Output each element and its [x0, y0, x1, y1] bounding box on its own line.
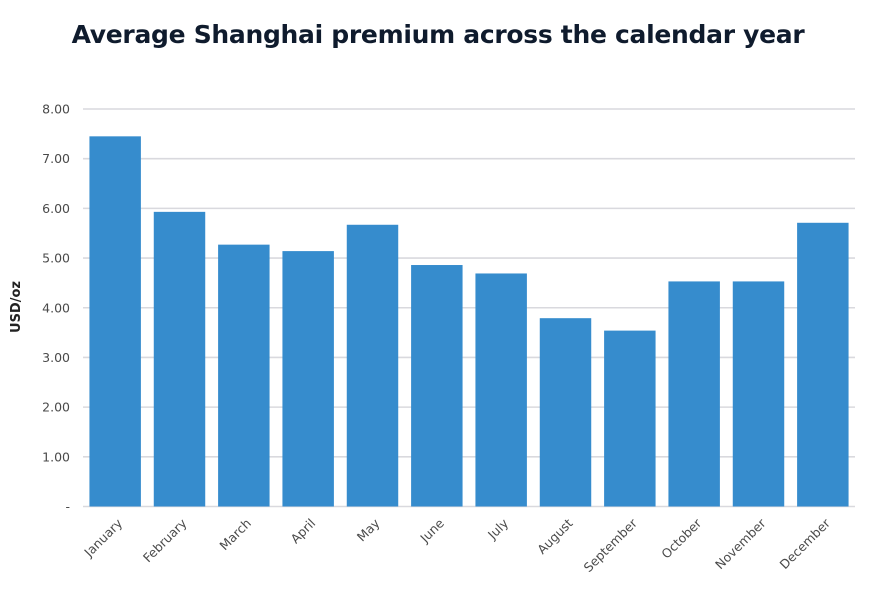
- bar-april: [282, 251, 334, 507]
- x-tick-label: May: [354, 515, 383, 544]
- gridlines: [83, 108, 855, 508]
- y-tick-label: 5.00: [42, 251, 70, 266]
- bar-november: [732, 281, 785, 507]
- bar-july: [475, 273, 527, 507]
- y-tick-label: 8.00: [42, 102, 70, 117]
- y-tick-label: 6.00: [42, 201, 70, 216]
- bar-january: [89, 136, 141, 507]
- x-tick-label: February: [140, 515, 190, 565]
- y-tick-label: -: [65, 499, 70, 514]
- x-tick-label: August: [534, 515, 576, 557]
- y-tick-label: 1.00: [42, 449, 70, 464]
- bar-march: [218, 244, 270, 507]
- y-axis-label: USD/oz: [9, 281, 24, 333]
- bar-december: [797, 222, 849, 507]
- y-tick-label: 2.00: [42, 400, 70, 415]
- bar-june: [411, 265, 463, 507]
- bar-october: [668, 281, 720, 507]
- x-tick-label: November: [712, 515, 769, 572]
- x-axis-ticks: January February March April May June July Augu…: [80, 515, 833, 575]
- x-tick-label: September: [580, 515, 640, 575]
- bar-august: [539, 318, 592, 507]
- bar-september: [604, 330, 656, 507]
- x-tick-label: June: [416, 515, 447, 546]
- bar-may: [346, 224, 399, 507]
- bar-february: [153, 211, 206, 507]
- x-tick-label: July: [484, 515, 512, 543]
- y-tick-label: 3.00: [42, 350, 70, 365]
- x-tick-label: December: [777, 515, 834, 572]
- x-tick-label: April: [287, 516, 318, 547]
- bars: [89, 136, 849, 507]
- x-tick-label: October: [658, 515, 705, 562]
- y-tick-label: 7.00: [42, 151, 70, 166]
- y-tick-label: 4.00: [42, 300, 70, 315]
- x-tick-label: March: [216, 516, 254, 554]
- y-axis-ticks: - 1.00 2.00 3.00 4.00 5.00 6.00 7.00 8.00: [42, 102, 70, 515]
- chart-title: Average Shanghai premium across the cale…: [71, 20, 805, 49]
- x-tick-label: January: [80, 515, 125, 560]
